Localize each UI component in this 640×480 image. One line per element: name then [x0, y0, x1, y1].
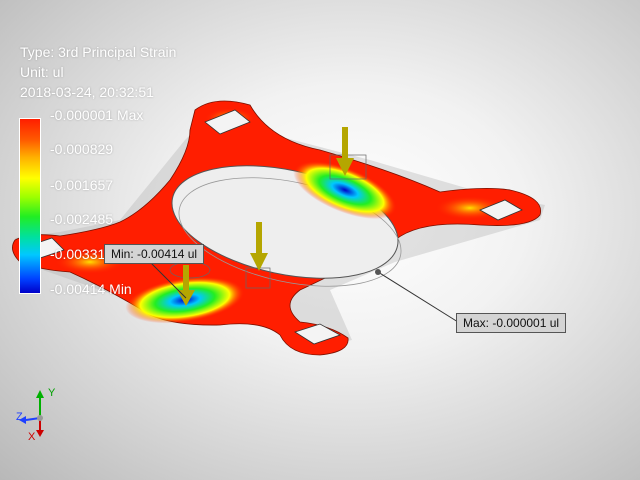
load-arrow-right [336, 127, 354, 176]
legend-label: -0.000829 [50, 141, 114, 157]
view-cube-triad[interactable]: Y Z X [14, 386, 64, 446]
result-timestamp: 2018-03-24, 20:32:51 [20, 84, 154, 100]
legend-label-max: -0.000001 Max [50, 107, 144, 123]
mounting-pad-bottom [294, 323, 341, 345]
min-probe-leader [149, 261, 187, 299]
mounting-pad-top [204, 109, 251, 135]
min-probe-label[interactable]: Min: -0.00414 ul [104, 244, 205, 264]
mounting-pad-right [479, 199, 523, 221]
load-arrow-center [250, 222, 268, 271]
max-probe-point [375, 269, 381, 275]
legend-label: -0.003313 [50, 246, 114, 262]
axis-label-x: X [28, 431, 36, 443]
legend-label: -0.001657 [50, 177, 114, 193]
axis-label-z: Z [16, 411, 23, 423]
result-unit-text: Unit: ul [20, 64, 64, 80]
legend-label-min: -0.00414 Min [50, 281, 132, 297]
axis-label-y: Y [48, 387, 56, 399]
legend-label: -0.002485 [50, 211, 114, 227]
stress-zone-right [293, 161, 397, 219]
result-type-text: Type: 3rd Principal Strain [20, 44, 177, 60]
color-legend-bar [19, 118, 41, 294]
max-probe-leader [377, 271, 459, 323]
max-probe-label[interactable]: Max: -0.000001 ul [456, 313, 567, 333]
